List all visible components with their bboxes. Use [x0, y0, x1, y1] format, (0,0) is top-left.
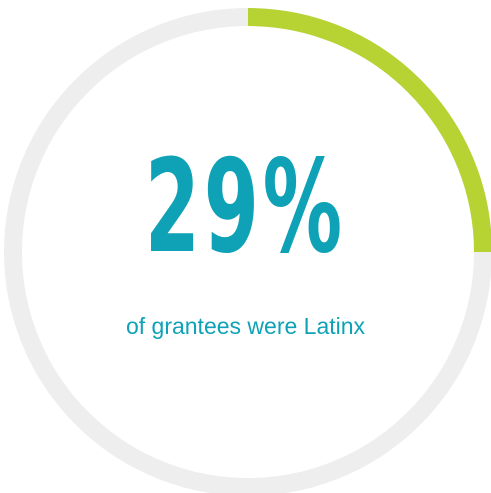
percentage-value: 29% [144, 133, 346, 282]
donut-fill-arc [247, 8, 491, 253]
chart-caption: of grantees were Latinx [125, 313, 366, 339]
